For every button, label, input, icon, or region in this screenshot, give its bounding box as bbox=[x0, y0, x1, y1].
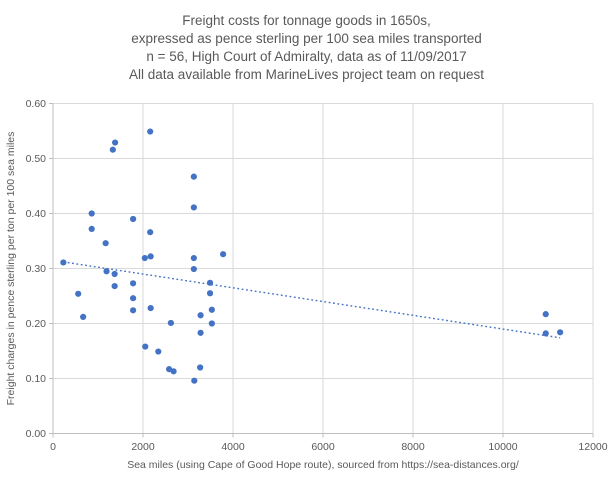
data-point bbox=[142, 343, 149, 350]
data-point bbox=[75, 290, 82, 297]
x-tick-label: 0 bbox=[50, 441, 56, 453]
data-point bbox=[109, 146, 116, 153]
data-point bbox=[197, 312, 204, 319]
data-point bbox=[542, 330, 549, 337]
data-point bbox=[206, 290, 214, 297]
x-axis-title: Sea miles (using Cape of Good Hope route… bbox=[127, 459, 519, 471]
chart-title-line-3: n = 56, High Court of Admiralty, data as… bbox=[146, 49, 467, 64]
data-point bbox=[170, 368, 177, 375]
data-point bbox=[208, 306, 215, 313]
data-point bbox=[190, 265, 197, 273]
trendline bbox=[63, 261, 561, 339]
y-tick-label: 0.10 bbox=[26, 373, 47, 385]
data-point bbox=[130, 307, 137, 314]
data-point bbox=[130, 215, 137, 223]
data-point bbox=[141, 254, 148, 262]
y-tick-label: 0.60 bbox=[26, 98, 47, 110]
data-point bbox=[130, 295, 137, 302]
data-point bbox=[80, 313, 87, 320]
y-tick-label: 0.30 bbox=[26, 263, 47, 275]
data-point bbox=[190, 254, 197, 262]
y-axis-title: Freight charges in pence sterling per to… bbox=[5, 132, 17, 406]
data-point bbox=[557, 329, 564, 336]
data-point bbox=[208, 320, 215, 327]
data-point bbox=[155, 348, 162, 355]
data-point bbox=[147, 305, 154, 312]
data-point bbox=[220, 251, 227, 258]
x-tick-label: 8000 bbox=[401, 441, 425, 453]
data-point bbox=[206, 279, 214, 286]
data-point bbox=[147, 229, 154, 236]
y-tick-label: 0.50 bbox=[26, 153, 47, 165]
data-point bbox=[147, 128, 154, 135]
chart-title-line-1: Freight costs for tonnage goods in 1650s… bbox=[182, 13, 431, 28]
data-point bbox=[111, 270, 118, 278]
y-tick-label: 0.20 bbox=[26, 318, 47, 330]
x-tick-label: 4000 bbox=[221, 441, 245, 453]
data-point bbox=[88, 225, 95, 232]
data-point bbox=[147, 253, 154, 260]
x-tick-label: 6000 bbox=[311, 441, 335, 453]
data-point bbox=[197, 364, 204, 371]
x-tick-label: 2000 bbox=[131, 441, 155, 453]
data-point bbox=[112, 139, 119, 146]
data-point bbox=[111, 283, 118, 290]
x-tick-label: 12000 bbox=[578, 441, 607, 453]
chart-title: Freight costs for tonnage goods in 1650s… bbox=[0, 12, 613, 84]
data-point bbox=[88, 210, 95, 217]
data-point bbox=[190, 173, 197, 180]
data-point bbox=[197, 329, 204, 336]
data-point bbox=[102, 240, 109, 247]
x-tick-label: 10000 bbox=[488, 441, 517, 453]
chart-title-line-4: All data available from MarineLives proj… bbox=[129, 67, 484, 82]
y-tick-label: 0.00 bbox=[26, 428, 47, 440]
data-point bbox=[542, 311, 549, 318]
data-point bbox=[60, 259, 67, 266]
data-point bbox=[130, 280, 137, 287]
data-point bbox=[167, 319, 174, 327]
y-tick-label: 0.40 bbox=[26, 208, 47, 220]
data-point bbox=[103, 268, 110, 275]
chart-title-line-2: expressed as pence sterling per 100 sea … bbox=[131, 31, 482, 46]
data-point bbox=[191, 377, 198, 384]
data-point bbox=[190, 204, 197, 211]
